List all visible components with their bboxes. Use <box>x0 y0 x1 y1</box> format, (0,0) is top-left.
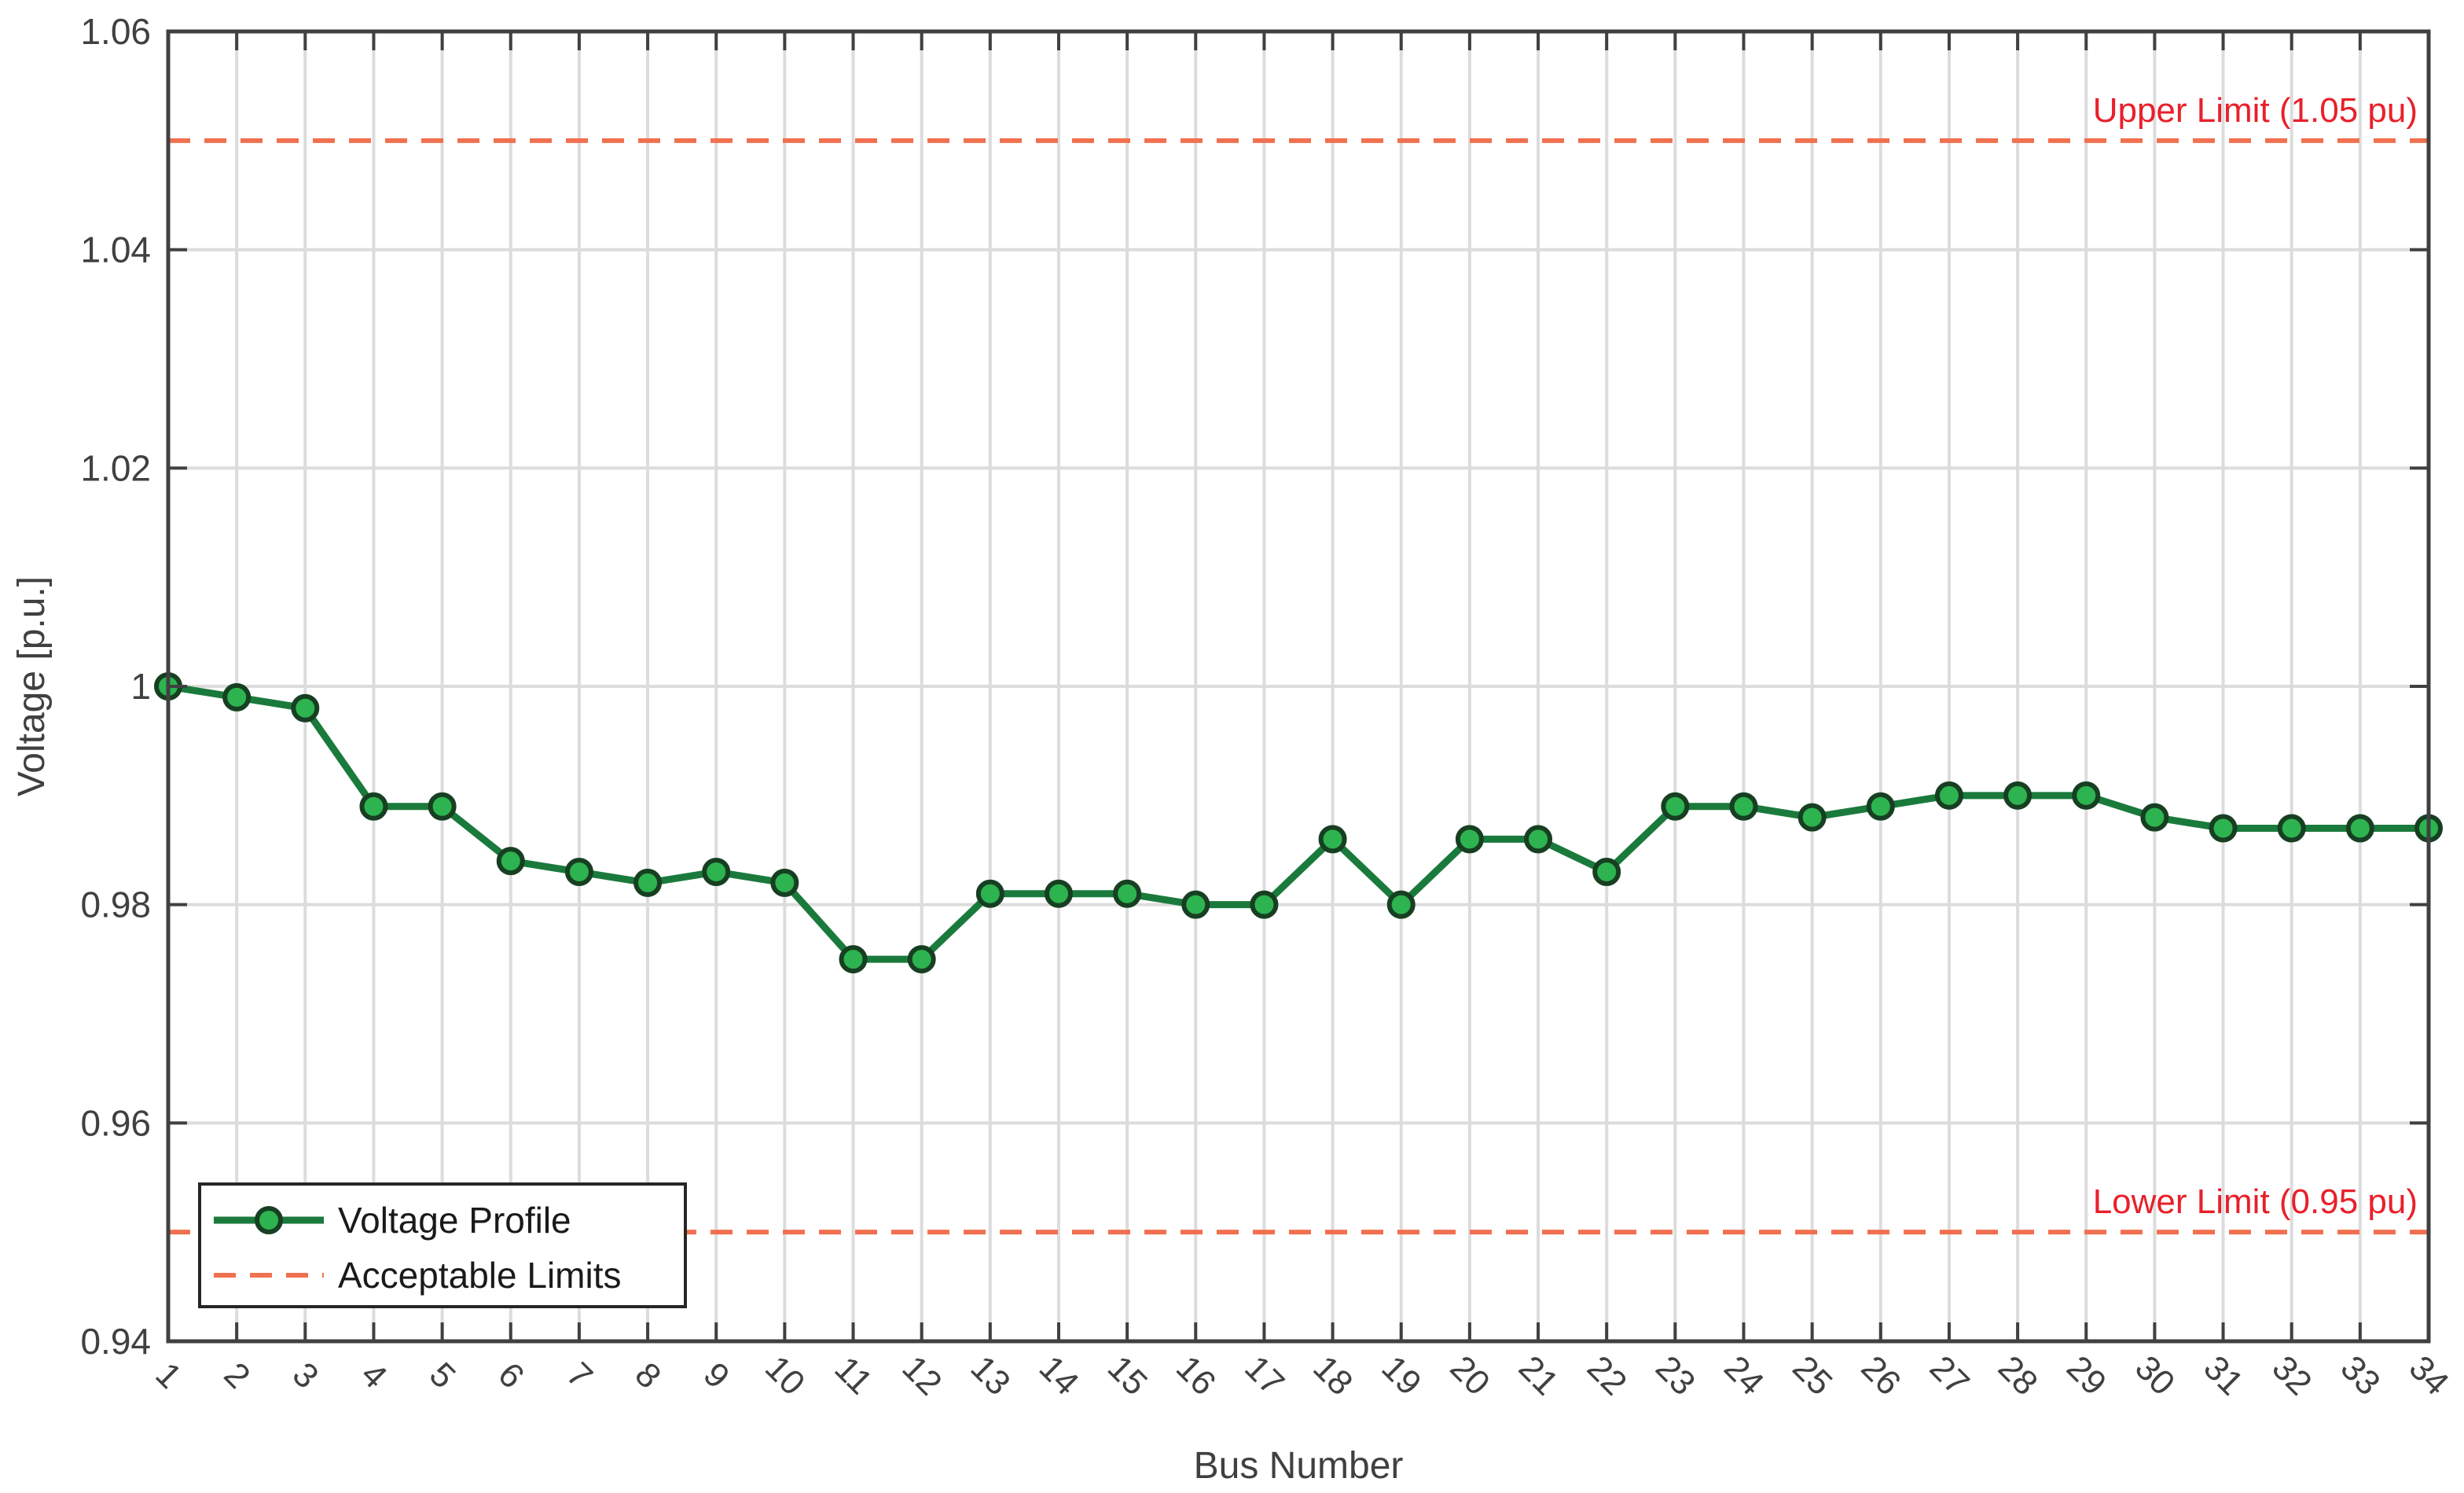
voltage-point <box>1318 825 1347 854</box>
voltage-point <box>1661 792 1690 821</box>
x-tick-label: 8 <box>627 1355 668 1396</box>
x-tick-label: 34 <box>2402 1348 2456 1403</box>
y-tick-label: 1.04 <box>80 230 151 270</box>
voltage-point <box>1934 781 1963 810</box>
legend-limits-label: Acceptable Limits <box>338 1255 622 1296</box>
x-tick-label: 30 <box>2128 1348 2182 1403</box>
legend: Voltage Profile Acceptable Limits <box>198 1182 687 1308</box>
x-tick-label: 33 <box>2334 1348 2388 1403</box>
voltage-point <box>2003 781 2033 810</box>
x-tick-label: 29 <box>2059 1348 2113 1403</box>
voltage-point <box>359 792 388 821</box>
x-tick-label: 7 <box>559 1355 600 1396</box>
voltage-point <box>702 858 731 887</box>
voltage-point <box>1866 792 1895 821</box>
voltage-point <box>1592 858 1621 887</box>
upper-limit-label: Upper Limit (1.05 pu) <box>2093 91 2418 130</box>
legend-voltage-label: Voltage Profile <box>338 1200 571 1241</box>
voltage-point <box>770 868 799 897</box>
y-tick-label: 1.02 <box>80 447 151 488</box>
x-tick-label: 25 <box>1785 1348 1839 1403</box>
voltage-point <box>2072 781 2101 810</box>
x-tick-label: 18 <box>1305 1348 1360 1403</box>
voltage-point <box>496 847 525 876</box>
x-tick-label: 9 <box>696 1355 737 1396</box>
x-tick-label: 13 <box>964 1348 1018 1403</box>
x-tick-label: 32 <box>2264 1348 2319 1403</box>
y-tick-label: 0.94 <box>80 1321 151 1362</box>
voltage-point <box>1181 890 1210 919</box>
x-tick-label: 3 <box>285 1355 326 1396</box>
voltage-point <box>428 792 457 821</box>
voltage-point <box>1044 879 1073 908</box>
voltage-point <box>1524 825 1553 854</box>
voltage-point <box>2209 814 2238 843</box>
x-tick-label: 6 <box>490 1355 531 1396</box>
x-tick-label: 4 <box>354 1355 395 1396</box>
x-tick-label: 16 <box>1169 1348 1223 1403</box>
voltage-point <box>222 682 252 712</box>
x-tick-label: 17 <box>1237 1348 1291 1403</box>
x-tick-label: 24 <box>1717 1348 1771 1403</box>
x-tick-label: 12 <box>894 1348 949 1403</box>
x-tick-label: 31 <box>2196 1348 2250 1403</box>
x-tick-label: 11 <box>827 1349 879 1402</box>
x-tick-label: 20 <box>1443 1348 1497 1403</box>
y-tick-label: 1.06 <box>80 11 151 52</box>
y-tick-label: 0.98 <box>80 884 151 925</box>
x-tick-label: 23 <box>1648 1348 1702 1403</box>
x-tick-label: 27 <box>1922 1348 1977 1403</box>
x-tick-label: 5 <box>422 1355 463 1396</box>
x-tick-label: 1 <box>148 1355 189 1396</box>
legend-voltage-marker <box>255 1206 283 1234</box>
x-tick-label: 10 <box>758 1348 812 1403</box>
lower-limit-label: Lower Limit (0.95 pu) <box>2093 1182 2418 1221</box>
voltage-point <box>839 945 868 974</box>
y-tick-label: 1 <box>130 666 151 707</box>
series-layer <box>154 672 2443 974</box>
voltage-point <box>1729 792 1758 821</box>
y-tick-label: 0.96 <box>80 1102 151 1143</box>
voltage-point <box>564 858 593 887</box>
x-tick-label: 19 <box>1374 1348 1428 1403</box>
voltage-point <box>975 879 1004 908</box>
voltage-point <box>2277 814 2306 843</box>
voltage-point <box>1386 890 1416 919</box>
voltage-point <box>2345 814 2374 843</box>
voltage-point <box>1798 803 1827 832</box>
voltage-point <box>291 693 320 723</box>
x-tick-label: 2 <box>217 1355 258 1396</box>
x-tick-label: 21 <box>1511 1348 1566 1403</box>
x-tick-label: 28 <box>1991 1348 2045 1403</box>
voltage-point <box>1250 890 1279 919</box>
x-tick-label: 15 <box>1100 1348 1155 1403</box>
x-tick-label: 22 <box>1580 1348 1634 1403</box>
voltage-point <box>633 868 663 897</box>
y-axis-title: Voltage [p.u.] <box>11 576 53 796</box>
x-axis-title: Bus Number <box>1194 1445 1404 1487</box>
voltage-point <box>2140 803 2169 832</box>
voltage-point <box>1113 879 1142 908</box>
x-tick-label: 14 <box>1032 1348 1086 1403</box>
x-tick-label: 26 <box>1854 1348 1908 1403</box>
voltage-point <box>907 945 936 974</box>
legend-box <box>198 1182 687 1308</box>
voltage-point <box>1455 825 1484 854</box>
voltage-profile-line <box>164 682 2433 963</box>
